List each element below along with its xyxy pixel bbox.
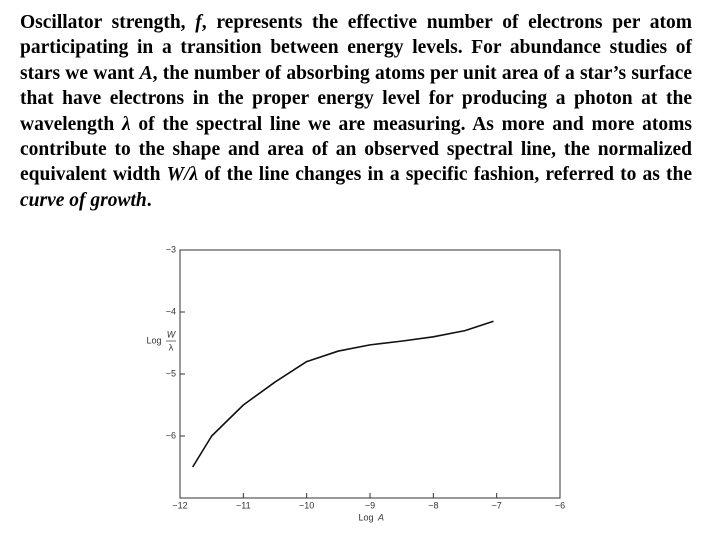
x-tick-label: −7: [492, 500, 502, 510]
x-tick-label: −6: [555, 500, 565, 510]
text: , represents the effective number of ele…: [20, 12, 693, 84]
text: Oscillator strength,: [20, 12, 196, 33]
text: , the number of absorbing atoms per unit…: [20, 62, 692, 135]
paragraph: Oscillator strength, f, represents the e…: [20, 10, 692, 213]
y-tick-label: −4: [166, 306, 176, 316]
x-tick-label: −12: [172, 500, 187, 510]
text: of the spectral line we are measuring. A…: [20, 113, 692, 186]
text: W/λ: [166, 164, 199, 186]
curve: [191, 320, 494, 468]
text: f: [195, 12, 202, 33]
x-tick-label: −10: [299, 500, 314, 510]
text: λ: [121, 113, 131, 135]
x-tick-label: −9: [365, 500, 375, 510]
y-tick-label: −5: [166, 368, 176, 378]
y-label: λ: [169, 342, 174, 352]
plot-frame: [179, 249, 561, 499]
text: curve of growth: [20, 189, 147, 211]
x-tick-label: −11: [236, 500, 251, 510]
x-label: A: [377, 512, 384, 522]
x-tick-label: −8: [428, 500, 438, 510]
text: A: [139, 62, 153, 84]
text: of the line changes in a specific fashio…: [198, 164, 693, 186]
y-tick-label: −6: [166, 430, 176, 440]
text: .: [146, 189, 152, 211]
y-label: W: [167, 329, 177, 339]
x-label: Log: [358, 512, 373, 522]
y-tick-label: −3: [166, 244, 176, 254]
y-label: Log: [146, 335, 161, 345]
